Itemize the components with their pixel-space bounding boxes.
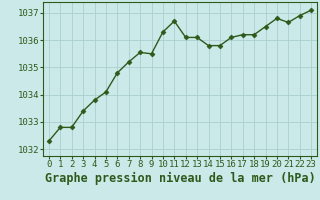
X-axis label: Graphe pression niveau de la mer (hPa): Graphe pression niveau de la mer (hPa) xyxy=(44,172,316,185)
